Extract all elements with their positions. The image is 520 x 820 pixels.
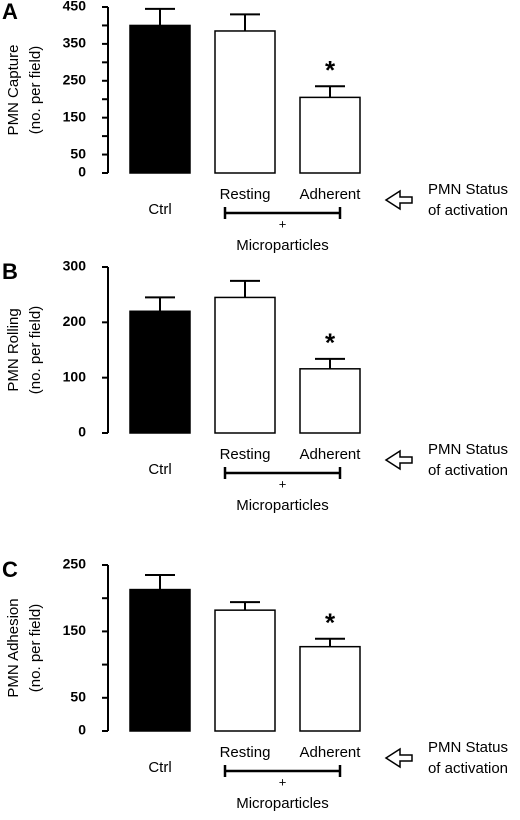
group-symbol: + bbox=[279, 476, 287, 491]
status-label: of activation bbox=[428, 462, 508, 479]
status-arrow bbox=[384, 189, 413, 211]
status-arrow bbox=[384, 449, 413, 471]
y-tick-label: 250 bbox=[63, 71, 87, 87]
group-symbol: + bbox=[279, 774, 287, 789]
significance-marker: * bbox=[325, 328, 336, 358]
x-tick-label: Adherent bbox=[300, 446, 362, 463]
y-tick-label: 350 bbox=[63, 35, 87, 51]
bar bbox=[214, 296, 276, 434]
panel-letter: B bbox=[2, 259, 18, 284]
y-tick-label: 250 bbox=[63, 556, 87, 572]
bar bbox=[299, 96, 361, 174]
bar bbox=[299, 645, 361, 732]
status-arrow bbox=[384, 747, 413, 769]
panel-letter: A bbox=[2, 0, 18, 24]
x-tick-label: Resting bbox=[220, 744, 271, 761]
status-label: PMN Status bbox=[428, 181, 508, 198]
x-tick-label: Adherent bbox=[300, 744, 362, 761]
panel-letter: C bbox=[2, 557, 18, 582]
bar bbox=[129, 310, 191, 434]
bar bbox=[214, 30, 276, 174]
y-tick-label: 150 bbox=[63, 622, 87, 638]
group-label: Microparticles bbox=[236, 497, 329, 514]
x-tick-label: Ctrl bbox=[148, 759, 171, 776]
x-tick-label: Resting bbox=[220, 186, 271, 203]
status-label: of activation bbox=[428, 202, 508, 219]
significance-marker: * bbox=[325, 608, 336, 638]
y-axis-label: PMN Capture bbox=[5, 45, 22, 136]
y-tick-label: 150 bbox=[63, 108, 87, 124]
y-axis-label: PMN Adhesion bbox=[5, 598, 22, 697]
y-tick-label: 50 bbox=[70, 145, 86, 161]
group-label: Microparticles bbox=[236, 795, 329, 812]
y-axis-label: (no. per field) bbox=[27, 306, 44, 394]
y-tick-label: 0 bbox=[78, 424, 86, 440]
x-tick-label: Ctrl bbox=[148, 201, 171, 218]
x-tick-label: Resting bbox=[220, 446, 271, 463]
y-axis-label: (no. per field) bbox=[27, 46, 44, 134]
status-label: PMN Status bbox=[428, 441, 508, 458]
y-tick-label: 0 bbox=[78, 164, 86, 180]
status-label: of activation bbox=[428, 760, 508, 777]
y-tick-label: 300 bbox=[63, 258, 87, 274]
y-tick-label: 0 bbox=[78, 722, 86, 738]
y-axis-label: PMN Rolling bbox=[5, 308, 22, 391]
group-label: Microparticles bbox=[236, 237, 329, 254]
y-tick-label: 450 bbox=[63, 0, 87, 14]
y-tick-label: 50 bbox=[70, 689, 86, 705]
y-tick-label: 200 bbox=[63, 313, 87, 329]
x-tick-label: Ctrl bbox=[148, 461, 171, 478]
y-axis-label: (no. per field) bbox=[27, 604, 44, 692]
bar bbox=[129, 588, 191, 732]
y-tick-label: 100 bbox=[63, 368, 87, 384]
bar bbox=[299, 368, 361, 434]
group-symbol: + bbox=[279, 216, 287, 231]
status-label: PMN Status bbox=[428, 739, 508, 756]
significance-marker: * bbox=[325, 55, 336, 85]
bar bbox=[214, 609, 276, 732]
x-tick-label: Adherent bbox=[300, 186, 362, 203]
bar bbox=[129, 24, 191, 174]
